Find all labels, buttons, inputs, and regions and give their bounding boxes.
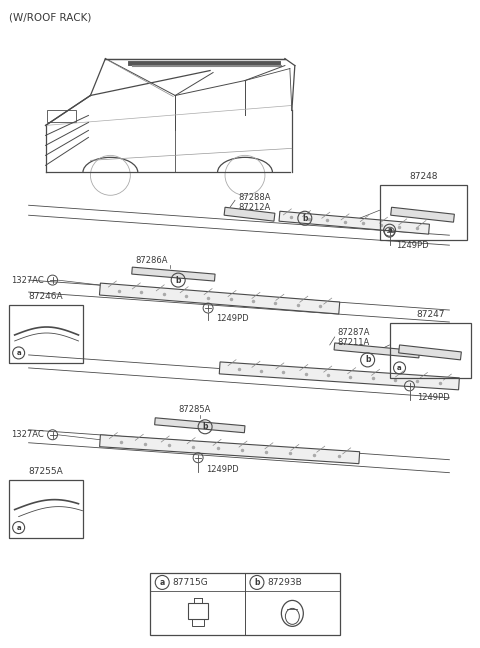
Polygon shape: [155, 418, 245, 433]
Text: 87246A: 87246A: [29, 292, 63, 301]
Polygon shape: [100, 435, 360, 464]
Text: b: b: [175, 275, 181, 284]
Polygon shape: [334, 343, 420, 358]
Polygon shape: [219, 362, 459, 390]
Text: 87285A: 87285A: [178, 405, 211, 414]
Text: b: b: [365, 355, 371, 364]
Text: 87255A: 87255A: [29, 467, 63, 476]
Bar: [188, 603, 207, 619]
Text: 87715G: 87715G: [172, 578, 208, 587]
Text: 1249PD: 1249PD: [216, 314, 249, 323]
Bar: [9, 305, 84, 363]
Text: 87287A: 87287A: [338, 329, 370, 338]
Text: a: a: [16, 525, 21, 531]
Text: a: a: [160, 578, 165, 587]
Text: 87286A: 87286A: [135, 256, 168, 264]
Bar: [380, 185, 468, 240]
Bar: [192, 619, 204, 627]
Text: 1249PD: 1249PD: [206, 465, 239, 474]
Text: 87288A: 87288A: [238, 192, 271, 202]
Bar: [47, 110, 76, 122]
Polygon shape: [279, 211, 430, 234]
Text: 87211A: 87211A: [338, 338, 370, 347]
Text: (W/ROOF RACK): (W/ROOF RACK): [9, 13, 91, 23]
Text: 1249PD: 1249PD: [418, 393, 450, 402]
Text: 87247: 87247: [416, 310, 444, 319]
Text: a: a: [387, 227, 392, 233]
Text: 1327AC: 1327AC: [11, 430, 43, 439]
Text: 87248: 87248: [409, 172, 438, 181]
Text: 87212A: 87212A: [238, 203, 270, 212]
Text: 1327AC: 1327AC: [11, 275, 43, 284]
Bar: [390, 323, 471, 378]
Polygon shape: [132, 267, 215, 281]
Polygon shape: [224, 207, 275, 221]
Text: b: b: [254, 578, 260, 587]
Text: a: a: [397, 365, 402, 371]
Polygon shape: [99, 283, 340, 314]
Text: b: b: [203, 422, 208, 432]
Text: 1249PD: 1249PD: [396, 240, 429, 249]
Text: b: b: [302, 214, 308, 223]
Bar: [150, 573, 340, 635]
Text: a: a: [16, 350, 21, 356]
Polygon shape: [399, 345, 461, 360]
Bar: [9, 480, 84, 538]
Polygon shape: [391, 207, 455, 222]
Text: 87293B: 87293B: [267, 578, 301, 587]
